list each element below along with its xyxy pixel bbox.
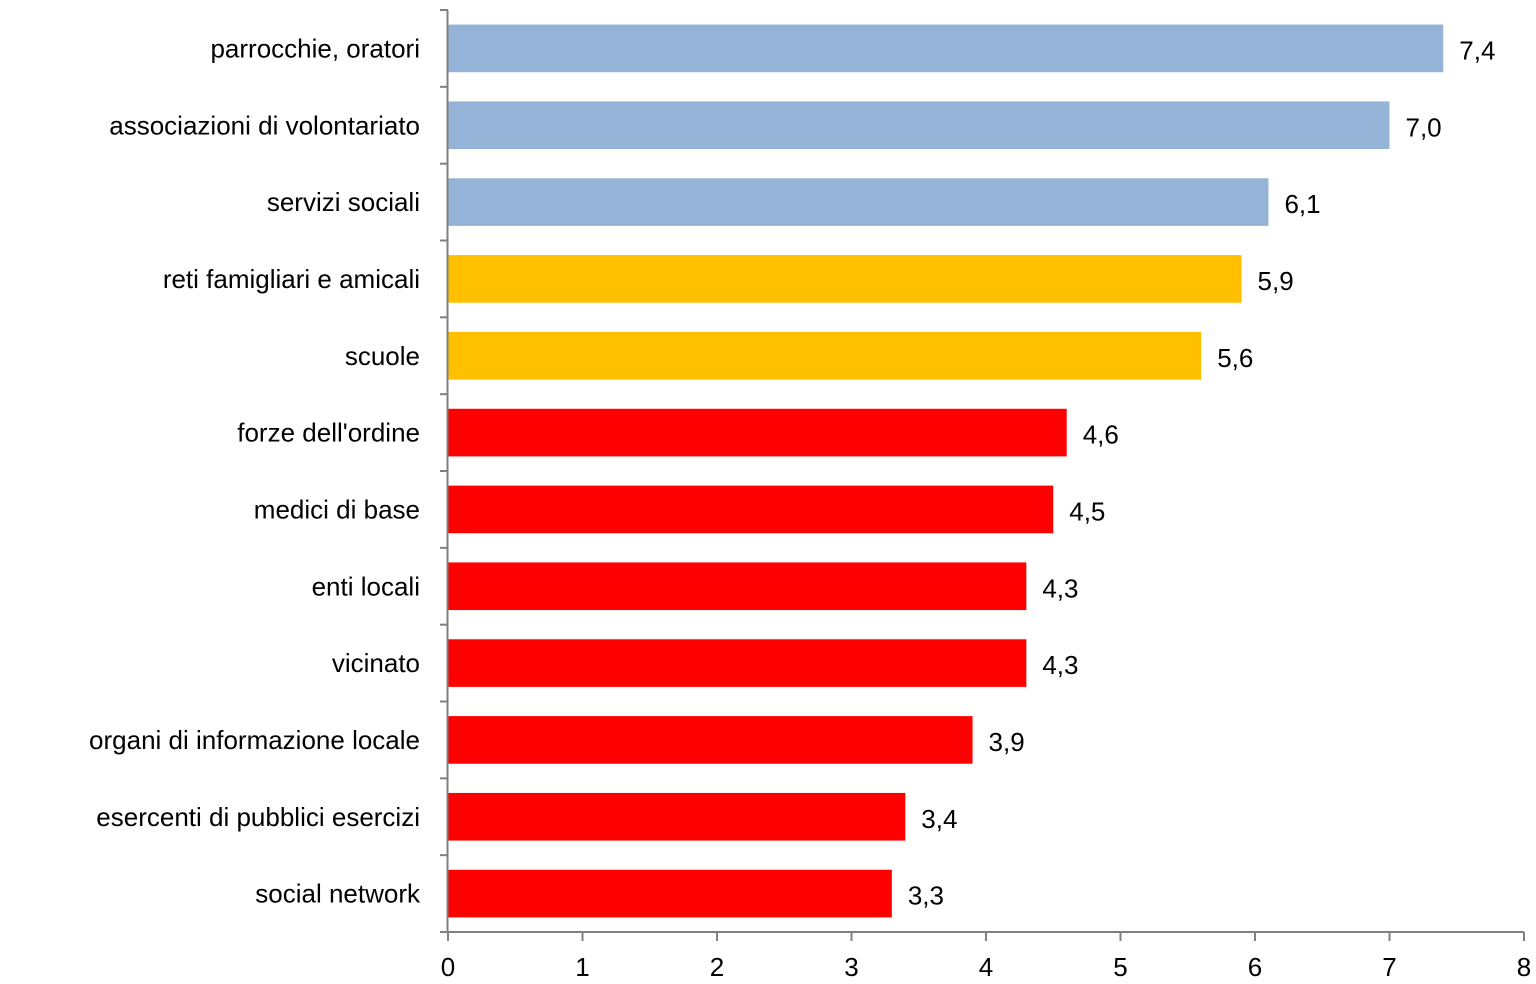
value-label: 3,3 <box>908 881 944 911</box>
value-label: 3,4 <box>921 804 957 834</box>
value-label: 4,3 <box>1042 573 1078 603</box>
bar <box>448 24 1444 73</box>
bar <box>448 255 1242 303</box>
x-tick-label: 6 <box>1248 952 1262 982</box>
value-label: 5,6 <box>1217 343 1253 373</box>
bar <box>448 485 1054 534</box>
value-label: 6,1 <box>1284 189 1320 219</box>
x-tick-label: 4 <box>979 952 993 982</box>
category-label: medici di base <box>254 494 420 524</box>
x-tick-label: 7 <box>1382 952 1396 982</box>
value-label: 7,4 <box>1459 35 1495 65</box>
category-label: reti famigliari e amicali <box>163 264 420 294</box>
bar <box>448 562 1027 611</box>
x-tick-label: 0 <box>441 952 455 982</box>
bars-group <box>448 24 1444 918</box>
bar <box>448 869 892 918</box>
x-tick-label: 3 <box>844 952 858 982</box>
x-tick-label: 2 <box>710 952 724 982</box>
value-label: 3,9 <box>989 727 1025 757</box>
axes-group: 0 1 2 3 4 5 6 7 8 <box>440 9 1531 982</box>
value-label: 4,5 <box>1069 496 1105 526</box>
value-label: 5,9 <box>1258 266 1294 296</box>
bar <box>448 331 1202 380</box>
bar <box>448 716 973 764</box>
category-labels-group: parrocchie, oratori associazioni di volon… <box>89 33 421 908</box>
category-label: enti locali <box>312 571 420 601</box>
x-tick-label: 8 <box>1517 952 1531 982</box>
category-label: forze dell'ordine <box>237 418 420 448</box>
bar <box>448 178 1269 226</box>
bar <box>448 101 1390 150</box>
bar <box>448 792 906 841</box>
category-label: vicinato <box>332 648 420 678</box>
value-labels-group: 7,4 7,0 6,1 5,9 5,6 4,6 4,5 4,3 4,3 3,9 3,4 3,3 <box>908 35 1496 910</box>
category-label: associazioni di volontariato <box>109 110 420 140</box>
bar <box>448 408 1067 457</box>
category-label: scuole <box>345 341 420 371</box>
bar <box>448 639 1027 687</box>
value-label: 4,6 <box>1083 420 1119 450</box>
x-tick-label: 5 <box>1113 952 1127 982</box>
category-label: social network <box>255 879 421 909</box>
value-label: 7,0 <box>1406 112 1442 142</box>
category-label: parrocchie, oratori <box>210 33 420 63</box>
category-label: servizi sociali <box>267 187 420 217</box>
category-label: organi di informazione locale <box>89 725 420 755</box>
x-tick-label: 1 <box>575 952 589 982</box>
value-label: 4,3 <box>1042 650 1078 680</box>
category-label: esercenti di pubblici esercizi <box>96 802 420 832</box>
